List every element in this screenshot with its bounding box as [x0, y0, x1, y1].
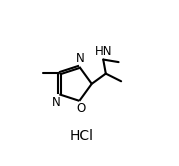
Text: HN: HN: [95, 45, 113, 58]
Text: HCl: HCl: [69, 129, 93, 143]
Text: O: O: [76, 102, 85, 115]
Text: N: N: [52, 96, 61, 109]
Text: N: N: [76, 52, 84, 65]
